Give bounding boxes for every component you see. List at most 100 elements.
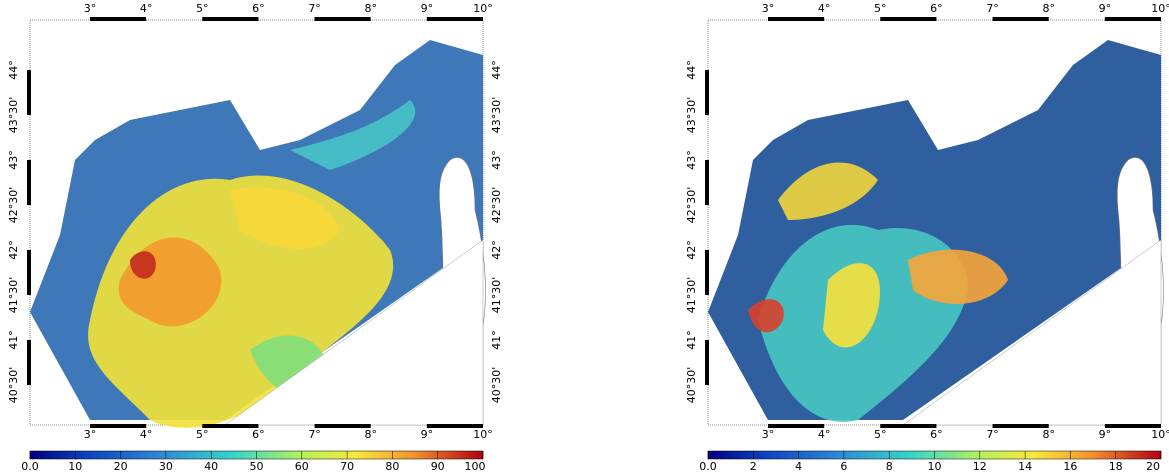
lon-label-bottom: 10° <box>473 428 493 441</box>
lon-label-top: 4° <box>818 2 831 15</box>
lon-label-bottom: 9° <box>1099 428 1112 441</box>
scale-bar <box>1104 424 1161 428</box>
lat-label-left: 43° <box>685 150 698 170</box>
colorbar-label: 10 <box>928 460 942 473</box>
colorbar-label: 50 <box>250 460 264 473</box>
scale-bar <box>768 17 825 21</box>
lat-label-left: 41°30' <box>685 277 698 314</box>
lat-label-left: 43° <box>7 150 20 170</box>
scale-bar <box>27 70 31 115</box>
lon-label-top: 6° <box>930 2 943 15</box>
scale-bar <box>314 424 371 428</box>
lat-label-left: 40°30' <box>685 367 698 404</box>
lat-label-left: 42° <box>685 240 698 260</box>
lat-label-right: 43° <box>490 150 503 170</box>
lon-label-top: 10° <box>1151 2 1169 15</box>
lon-label-bottom: 5° <box>874 428 887 441</box>
lon-label-bottom: 8° <box>364 428 377 441</box>
colorbar-label: 12 <box>973 460 987 473</box>
lat-label-right: 42°30' <box>490 187 503 224</box>
scale-bar <box>880 424 937 428</box>
colorbar-label: 20 <box>1146 460 1160 473</box>
colorbar-label: 70 <box>340 460 354 473</box>
lon-label-bottom: 10° <box>1151 428 1169 441</box>
lon-label-top: 8° <box>1042 2 1055 15</box>
lon-label-top: 8° <box>364 2 377 15</box>
lon-label-bottom: 4° <box>140 428 153 441</box>
colorbar-label: 14 <box>1018 460 1032 473</box>
colorbar-label: 30 <box>159 460 173 473</box>
lat-label-left: 42° <box>7 240 20 260</box>
scale-bar <box>705 250 709 295</box>
field-patch <box>290 100 416 170</box>
colorbar-label: 18 <box>1109 460 1123 473</box>
scale-bar <box>768 424 825 428</box>
lat-label-right: 43°30' <box>490 97 503 134</box>
lon-label-top: 7° <box>308 2 321 15</box>
scale-bar <box>27 160 31 205</box>
lon-label-top: 4° <box>140 2 153 15</box>
colorbar-label: 16 <box>1063 460 1077 473</box>
colorbar-label: 40 <box>204 460 218 473</box>
colorbar-label: 60 <box>295 460 309 473</box>
lon-label-top: 3° <box>762 2 775 15</box>
colorbar-label: 8 <box>886 460 893 473</box>
lon-label-bottom: 7° <box>986 428 999 441</box>
lat-label-left: 42°30' <box>7 187 20 224</box>
lat-label-left: 41°30' <box>7 277 20 314</box>
colorbar-label: 0.0 <box>21 460 39 473</box>
lon-label-bottom: 4° <box>818 428 831 441</box>
colorbar-label: 20 <box>114 460 128 473</box>
lat-label-left: 42°30' <box>685 187 698 224</box>
lat-label-right: 40°30' <box>490 367 503 404</box>
colorbar-label: 90 <box>431 460 445 473</box>
field-patch <box>130 251 156 279</box>
lon-label-bottom: 6° <box>930 428 943 441</box>
field-patch <box>230 187 340 249</box>
lon-label-top: 7° <box>986 2 999 15</box>
lat-label-right: 41°30' <box>490 277 503 314</box>
lon-label-top: 5° <box>196 2 209 15</box>
lat-label-right: 42° <box>490 240 503 260</box>
scale-bar <box>992 17 1049 21</box>
colorbar-label: 6 <box>840 460 847 473</box>
colorbar-label: 0.0 <box>699 460 717 473</box>
lat-label-right: 41° <box>490 330 503 350</box>
colorbar-label: 80 <box>385 460 399 473</box>
scale-bar <box>880 17 937 21</box>
colorbar-label: 2 <box>750 460 757 473</box>
lat-label-right: 44° <box>490 60 503 80</box>
lon-label-bottom: 8° <box>1042 428 1055 441</box>
scale-bar <box>202 17 259 21</box>
scale-bar <box>992 424 1049 428</box>
lon-label-bottom: 5° <box>196 428 209 441</box>
scale-bar <box>314 17 371 21</box>
field-patch <box>908 249 1008 304</box>
scale-bar <box>202 424 259 428</box>
lon-label-top: 5° <box>874 2 887 15</box>
scale-bar <box>90 424 147 428</box>
scale-bar <box>90 17 147 21</box>
scale-bar <box>27 250 31 295</box>
colorbar-label: 4 <box>795 460 802 473</box>
lon-label-bottom: 3° <box>762 428 775 441</box>
lon-label-top: 9° <box>1099 2 1112 15</box>
field-patch <box>748 299 784 333</box>
field-patch <box>778 162 878 220</box>
lon-label-bottom: 6° <box>252 428 265 441</box>
colorbar-label: 10 <box>68 460 82 473</box>
lat-label-left: 41° <box>7 330 20 350</box>
lat-label-left: 44° <box>685 60 698 80</box>
lon-label-bottom: 9° <box>421 428 434 441</box>
lon-label-bottom: 7° <box>308 428 321 441</box>
lat-label-left: 41° <box>685 330 698 350</box>
lon-label-top: 9° <box>421 2 434 15</box>
lat-label-left: 43°30' <box>685 97 698 134</box>
colorbar-label: 100 <box>465 460 486 473</box>
lat-label-left: 43°30' <box>7 97 20 134</box>
scale-bar <box>1104 17 1161 21</box>
lon-label-top: 6° <box>252 2 265 15</box>
lon-label-bottom: 3° <box>84 428 97 441</box>
scale-bar <box>705 70 709 115</box>
